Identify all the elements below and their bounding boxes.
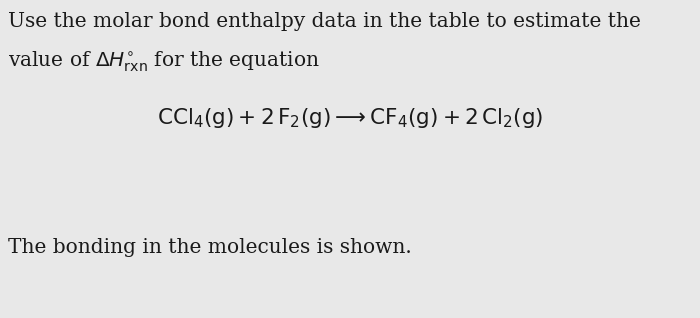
Text: The bonding in the molecules is shown.: The bonding in the molecules is shown.	[8, 238, 412, 257]
Text: value of $\Delta H^{\circ}_{\mathrm{rxn}}$ for the equation: value of $\Delta H^{\circ}_{\mathrm{rxn}…	[8, 50, 320, 74]
Text: $\mathrm{CCl_4(g) + 2\,F_2(g) \longrightarrow CF_4(g) + 2\,Cl_2(g)}$: $\mathrm{CCl_4(g) + 2\,F_2(g) \longright…	[157, 106, 543, 130]
Text: Use the molar bond enthalpy data in the table to estimate the: Use the molar bond enthalpy data in the …	[8, 12, 641, 31]
